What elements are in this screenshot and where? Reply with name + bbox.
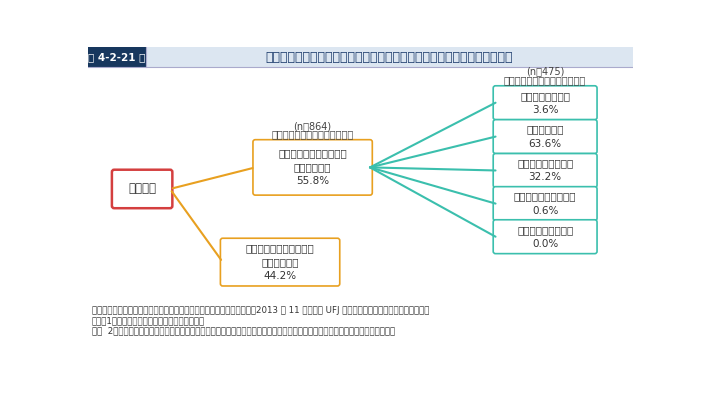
Text: 施策の立案時に参考にし
たことがない
44.2%: 施策の立案時に参考にし たことがない 44.2% bbox=[246, 243, 314, 281]
Text: (n＝864): (n＝864) bbox=[294, 121, 332, 131]
Text: 高く評価している
3.6%: 高く評価している 3.6% bbox=[520, 91, 570, 115]
FancyBboxPatch shape bbox=[112, 170, 172, 208]
Text: 評価している
63.6%: 評価している 63.6% bbox=[527, 125, 564, 149]
FancyBboxPatch shape bbox=[494, 86, 597, 120]
FancyBboxPatch shape bbox=[494, 220, 597, 254]
Text: 施策の立案時に参考にし
たことがある
55.8%: 施策の立案時に参考にし たことがある 55.8% bbox=[278, 149, 347, 186]
FancyBboxPatch shape bbox=[494, 120, 597, 154]
Text: (n＝475): (n＝475) bbox=[526, 66, 565, 76]
Text: 資料：中小企業庁委託「自治体の中小企業支援の実態に関する調査」（2013 年 11 月、三菱 UFJ リサーチ＆コンサルティング（株））: 資料：中小企業庁委託「自治体の中小企業支援の実態に関する調査」（2013 年 1… bbox=[92, 306, 429, 315]
Bar bbox=[88, 47, 146, 67]
FancyBboxPatch shape bbox=[494, 154, 597, 188]
Text: どちらとも言えない
32.2%: どちらとも言えない 32.2% bbox=[517, 158, 573, 182]
Text: 中小企業・小規模事業者施策を: 中小企業・小規模事業者施策を bbox=[504, 75, 586, 85]
Text: 中小企業・小規模事業者施策を: 中小企業・小規模事業者施策を bbox=[271, 129, 354, 139]
Text: 第 4-2-21 図: 第 4-2-21 図 bbox=[89, 52, 146, 62]
Text: （注）1．市区町村には、政令指定都市を含む。: （注）1．市区町村には、政令指定都市を含む。 bbox=[92, 316, 205, 325]
Text: あまり評価していない
0.6%: あまり評価していない 0.6% bbox=[514, 191, 576, 216]
FancyBboxPatch shape bbox=[221, 238, 340, 286]
FancyBboxPatch shape bbox=[494, 187, 597, 221]
Text: 他の自治体の中小企業・小規模事業者施策の活用状況、評価（市区町村）: 他の自治体の中小企業・小規模事業者施策の活用状況、評価（市区町村） bbox=[266, 51, 513, 64]
Text: 市区町村: 市区町村 bbox=[128, 182, 156, 195]
Text: 全く評価していない
0.0%: 全く評価していない 0.0% bbox=[517, 225, 573, 249]
Bar bbox=[88, 47, 633, 67]
Text: 2．他の自治体とは、市区町村の場合は、市区町村が所属する都道府県、都道府県の場合は、都道府県内の市区町村を指す。: 2．他の自治体とは、市区町村の場合は、市区町村が所属する都道府県、都道府県の場合… bbox=[92, 326, 395, 335]
FancyBboxPatch shape bbox=[253, 140, 373, 195]
